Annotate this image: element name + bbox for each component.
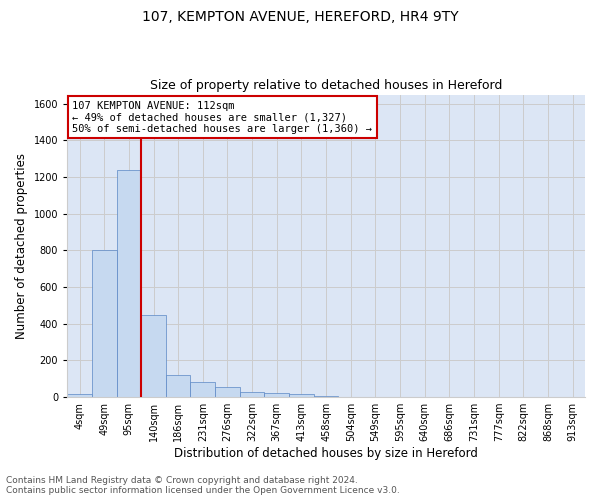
Text: 107, KEMPTON AVENUE, HEREFORD, HR4 9TY: 107, KEMPTON AVENUE, HEREFORD, HR4 9TY [142,10,458,24]
Text: Contains HM Land Registry data © Crown copyright and database right 2024.
Contai: Contains HM Land Registry data © Crown c… [6,476,400,495]
Bar [215,387,240,397]
Bar [314,396,338,397]
X-axis label: Distribution of detached houses by size in Hereford: Distribution of detached houses by size … [174,447,478,460]
Bar [265,394,289,397]
Bar [289,394,314,397]
Bar [92,250,116,397]
Y-axis label: Number of detached properties: Number of detached properties [15,153,28,339]
Bar [190,382,215,397]
Text: 107 KEMPTON AVENUE: 112sqm
← 49% of detached houses are smaller (1,327)
50% of s: 107 KEMPTON AVENUE: 112sqm ← 49% of deta… [73,100,373,134]
Bar [166,375,190,397]
Bar [240,392,265,397]
Title: Size of property relative to detached houses in Hereford: Size of property relative to detached ho… [150,79,502,92]
Bar [116,170,141,397]
Bar [67,394,92,397]
Bar [141,314,166,397]
